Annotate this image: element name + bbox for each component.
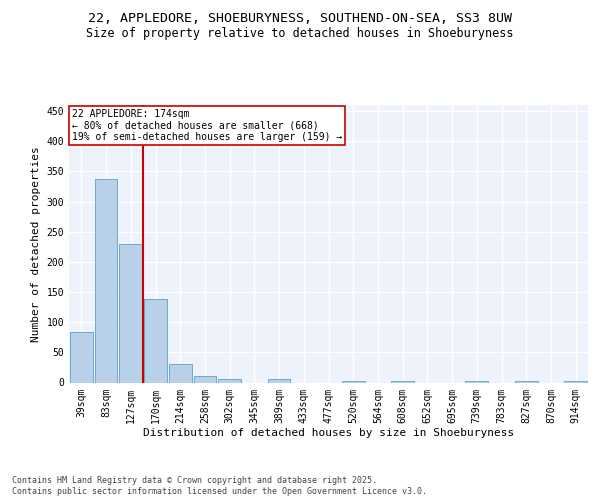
Text: Size of property relative to detached houses in Shoeburyness: Size of property relative to detached ho…: [86, 28, 514, 40]
Text: 22 APPLEDORE: 174sqm
← 80% of detached houses are smaller (668)
19% of semi-deta: 22 APPLEDORE: 174sqm ← 80% of detached h…: [71, 109, 342, 142]
Bar: [194, 376, 216, 382]
Bar: [391, 380, 414, 382]
Bar: [119, 244, 142, 382]
Text: Contains public sector information licensed under the Open Government Licence v3: Contains public sector information licen…: [12, 487, 427, 496]
Bar: [169, 364, 191, 382]
Text: Contains HM Land Registry data © Crown copyright and database right 2025.: Contains HM Land Registry data © Crown c…: [12, 476, 377, 485]
Bar: [218, 380, 241, 382]
Bar: [144, 298, 167, 382]
Bar: [466, 380, 488, 382]
Bar: [268, 380, 290, 382]
Bar: [342, 380, 365, 382]
X-axis label: Distribution of detached houses by size in Shoeburyness: Distribution of detached houses by size …: [143, 428, 514, 438]
Y-axis label: Number of detached properties: Number of detached properties: [31, 146, 41, 342]
Bar: [564, 380, 587, 382]
Text: 22, APPLEDORE, SHOEBURYNESS, SOUTHEND-ON-SEA, SS3 8UW: 22, APPLEDORE, SHOEBURYNESS, SOUTHEND-ON…: [88, 12, 512, 26]
Bar: [515, 380, 538, 382]
Bar: [95, 179, 118, 382]
Bar: [70, 332, 93, 382]
